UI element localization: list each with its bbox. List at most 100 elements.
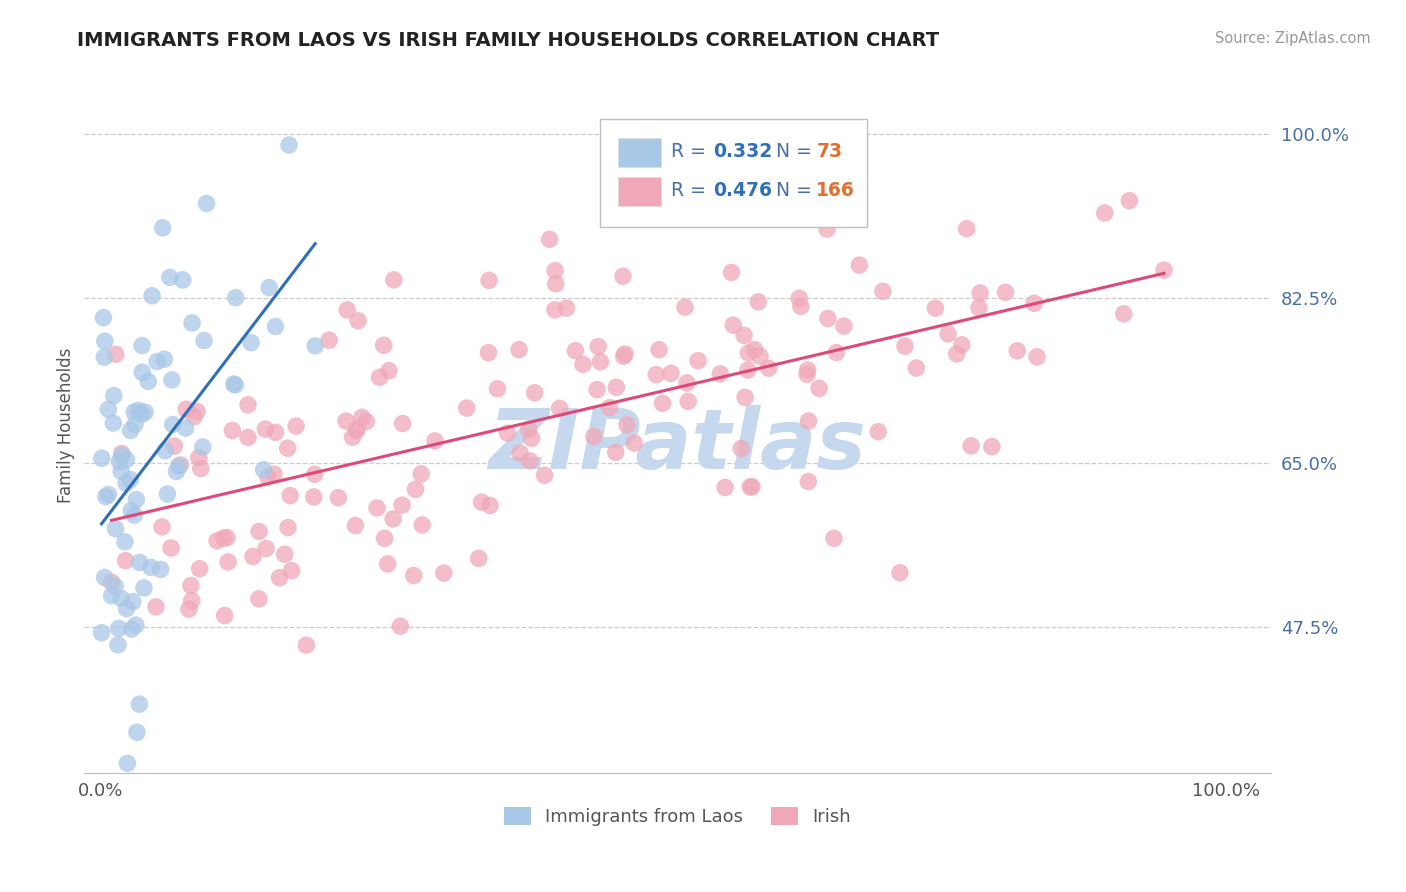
Point bbox=[222, 377, 245, 392]
Point bbox=[889, 566, 911, 580]
Point bbox=[787, 291, 810, 305]
Point bbox=[103, 416, 125, 430]
Point bbox=[723, 318, 745, 333]
Point bbox=[150, 520, 173, 534]
Point bbox=[848, 258, 870, 272]
Point bbox=[538, 232, 561, 246]
Point bbox=[1153, 263, 1175, 277]
Point bbox=[93, 350, 115, 364]
Point bbox=[373, 532, 395, 546]
Point bbox=[825, 345, 848, 359]
Point bbox=[114, 554, 136, 568]
Point bbox=[479, 499, 502, 513]
Point bbox=[277, 520, 299, 534]
Point bbox=[114, 534, 136, 549]
Point bbox=[122, 594, 145, 608]
Point bbox=[734, 390, 756, 404]
Point bbox=[378, 364, 401, 378]
Point bbox=[110, 449, 132, 463]
Point bbox=[544, 277, 567, 291]
Point bbox=[174, 402, 197, 417]
Point bbox=[110, 464, 132, 478]
Point bbox=[548, 401, 571, 416]
Point bbox=[344, 518, 367, 533]
Point bbox=[336, 303, 359, 318]
Point bbox=[589, 355, 612, 369]
Point bbox=[936, 326, 959, 341]
Point bbox=[125, 618, 148, 632]
Point bbox=[969, 285, 991, 300]
Point bbox=[564, 343, 586, 358]
Point bbox=[744, 343, 766, 357]
Point bbox=[236, 398, 259, 412]
Point bbox=[141, 289, 163, 303]
Point bbox=[832, 319, 855, 334]
Point bbox=[124, 417, 146, 432]
Point bbox=[191, 440, 214, 454]
Point bbox=[162, 417, 184, 432]
Point bbox=[740, 480, 762, 494]
Point bbox=[599, 401, 621, 415]
Point bbox=[221, 424, 243, 438]
Text: IMMIGRANTS FROM LAOS VS IRISH FAMILY HOUSEHOLDS CORRELATION CHART: IMMIGRANTS FROM LAOS VS IRISH FAMILY HOU… bbox=[77, 31, 939, 50]
Point bbox=[328, 491, 350, 505]
Text: N =: N = bbox=[776, 143, 818, 161]
Point bbox=[391, 417, 413, 431]
Point bbox=[269, 571, 291, 585]
Text: ZIPatlas: ZIPatlas bbox=[488, 406, 866, 486]
Point bbox=[128, 555, 150, 569]
Point bbox=[582, 429, 605, 443]
Point bbox=[391, 498, 413, 512]
Point bbox=[994, 285, 1017, 300]
Point bbox=[264, 425, 287, 440]
Point bbox=[470, 495, 492, 509]
Point bbox=[737, 363, 759, 377]
Point bbox=[411, 467, 433, 481]
Point bbox=[278, 489, 301, 503]
Point bbox=[256, 470, 278, 484]
Point bbox=[100, 589, 122, 603]
Point bbox=[572, 358, 595, 372]
Point bbox=[519, 454, 541, 468]
Point bbox=[742, 200, 765, 214]
Point bbox=[411, 518, 433, 533]
Point bbox=[181, 316, 204, 330]
Point bbox=[236, 430, 259, 444]
Point bbox=[107, 622, 129, 636]
Point bbox=[368, 370, 391, 384]
Point bbox=[673, 300, 696, 314]
Point bbox=[224, 377, 246, 392]
Point bbox=[945, 347, 967, 361]
Point bbox=[110, 591, 132, 606]
Point bbox=[190, 461, 212, 475]
Point bbox=[121, 622, 143, 636]
Point bbox=[1024, 296, 1046, 310]
Point bbox=[254, 541, 277, 556]
Point bbox=[97, 487, 120, 501]
Point bbox=[733, 328, 755, 343]
Point bbox=[263, 467, 285, 482]
Point bbox=[520, 431, 543, 445]
FancyBboxPatch shape bbox=[617, 177, 661, 206]
Point bbox=[264, 319, 287, 334]
Point bbox=[169, 458, 191, 472]
Point bbox=[156, 487, 179, 501]
Point bbox=[741, 480, 763, 494]
Point bbox=[456, 401, 478, 415]
Point bbox=[377, 557, 399, 571]
Point bbox=[225, 291, 247, 305]
Point bbox=[659, 366, 682, 380]
Point bbox=[586, 340, 609, 354]
Point bbox=[335, 414, 357, 428]
Point bbox=[104, 522, 127, 536]
Point bbox=[868, 425, 890, 439]
Point bbox=[815, 222, 838, 236]
Legend: Immigrants from Laos, Irish: Immigrants from Laos, Irish bbox=[496, 799, 858, 833]
Point bbox=[382, 512, 405, 526]
Point bbox=[749, 349, 772, 363]
Point bbox=[905, 361, 928, 376]
Text: 73: 73 bbox=[817, 143, 842, 161]
Point bbox=[97, 402, 120, 417]
Point bbox=[366, 500, 388, 515]
Point bbox=[280, 564, 302, 578]
